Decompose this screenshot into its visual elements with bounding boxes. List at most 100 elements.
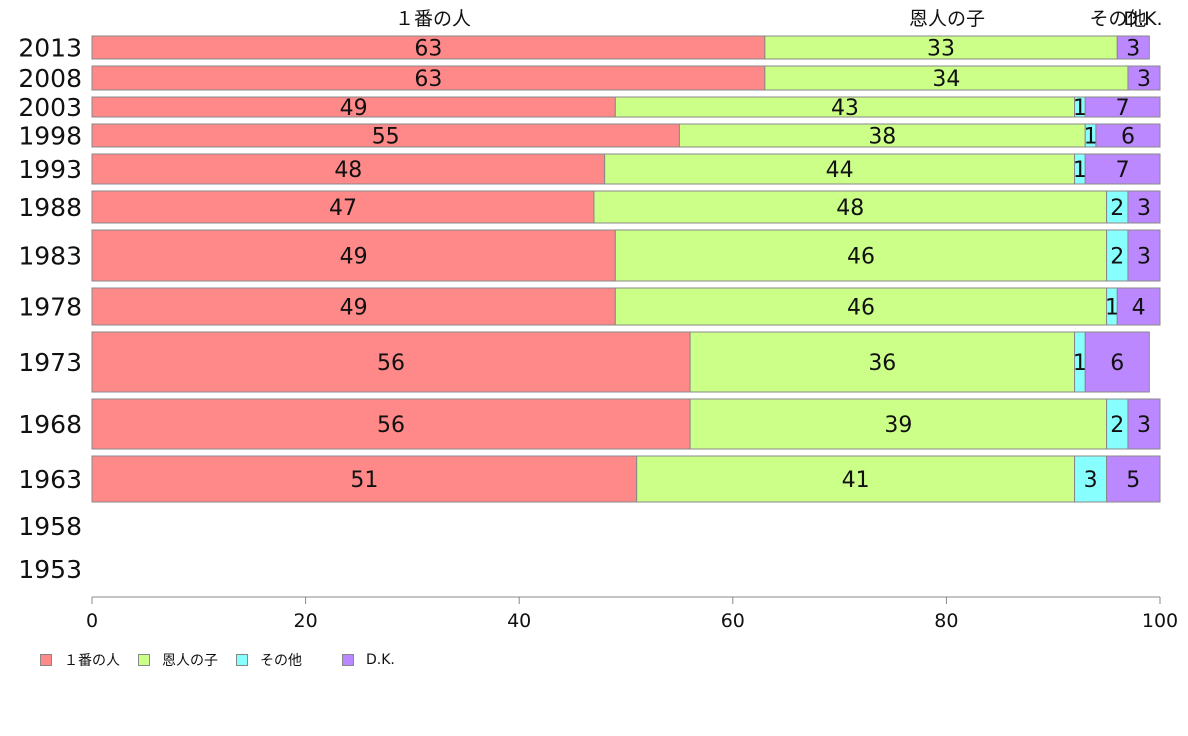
top-label-1: 恩人の子 (909, 8, 985, 30)
bar-label-1988-series-3: 3 (1137, 196, 1151, 221)
legend-label-1: 恩人の子 (162, 653, 218, 669)
bar-label-1978-series-2: 1 (1105, 296, 1119, 321)
bar-1998-series-3 (1095, 123, 1161, 148)
bar-label-2013-series-3: 3 (1126, 37, 1140, 62)
bar-label-2003-series-3: 7 (1116, 96, 1130, 121)
bar-label-1963-series-0: 51 (350, 468, 378, 493)
bar-label-2003-series-2: 1 (1073, 96, 1087, 121)
bar-label-1968-series-0: 56 (377, 413, 405, 438)
bar-2008-series-1 (764, 65, 1129, 91)
x-tick-label-100: 100 (1142, 610, 1178, 632)
bar-label-1968-series-3: 3 (1137, 413, 1151, 438)
top-label-0: １番の人 (395, 8, 471, 30)
bar-label-1988-series-0: 47 (329, 196, 357, 221)
legend-swatch-1 (138, 654, 150, 666)
bar-label-1973-series-3: 6 (1110, 351, 1124, 376)
bar-label-2003-series-0: 49 (340, 96, 368, 121)
bar-label-1963-series-3: 5 (1126, 468, 1140, 493)
bar-label-1993-series-3: 7 (1116, 158, 1130, 183)
bar-label-2013-series-1: 33 (927, 37, 955, 62)
bar-label-2008-series-0: 63 (414, 67, 442, 92)
legend-item-1: 恩人の子 (138, 650, 218, 670)
x-tick-label-80: 80 (934, 610, 958, 632)
x-tick-label-60: 60 (721, 610, 745, 632)
bar-label-1973-series-0: 56 (377, 351, 405, 376)
bar-label-1983-series-0: 49 (340, 245, 368, 270)
bar-label-1978-series-0: 49 (340, 296, 368, 321)
y-label-1978: 1978 (18, 293, 82, 322)
y-label-2013: 2013 (18, 34, 82, 63)
bar-label-1973-series-2: 1 (1073, 351, 1087, 376)
bar-label-1978-series-3: 4 (1132, 296, 1146, 321)
bar-1993-series-3 (1084, 153, 1161, 185)
bar-label-1968-series-1: 39 (884, 413, 912, 438)
bar-label-1978-series-1: 46 (847, 296, 875, 321)
bar-1993-series-0 (91, 153, 606, 185)
y-label-2008: 2008 (18, 64, 82, 93)
y-label-1988: 1988 (18, 193, 82, 222)
legend-label-2: その他 (260, 653, 302, 669)
bar-label-1993-series-0: 48 (334, 158, 362, 183)
bar-label-2008-series-1: 34 (932, 67, 960, 92)
legend-swatch-0 (40, 654, 52, 666)
bar-2008-series-0 (91, 65, 766, 91)
bar-2003-series-3 (1084, 96, 1161, 118)
bar-label-1968-series-2: 2 (1110, 413, 1124, 438)
legend-swatch-3 (342, 654, 354, 666)
y-label-1993: 1993 (18, 155, 82, 184)
bar-label-1998-series-2: 1 (1084, 125, 1098, 150)
bar-label-1983-series-3: 3 (1137, 245, 1151, 270)
y-label-1998: 1998 (18, 122, 82, 151)
bar-1968-series-0 (91, 398, 691, 450)
x-tick-label-0: 0 (86, 610, 98, 632)
bar-1983-series-0 (91, 229, 616, 282)
bar-1968-series-3 (1127, 398, 1161, 450)
bar-label-1993-series-2: 1 (1073, 158, 1087, 183)
bar-1973-series-0 (91, 331, 691, 393)
legend-item-2: その他 (236, 650, 324, 670)
bar-1963-series-2 (1074, 455, 1108, 503)
y-label-1973: 1973 (18, 348, 82, 377)
bar-1973-series-3 (1084, 331, 1150, 393)
legend-label-0: １番の人 (64, 653, 120, 669)
bar-label-1973-series-1: 36 (868, 351, 896, 376)
bar-label-1988-series-1: 48 (836, 196, 864, 221)
bar-1978-series-0 (91, 287, 616, 326)
bar-1988-series-3 (1127, 190, 1161, 224)
bar-1983-series-3 (1127, 229, 1161, 282)
x-tick-label-20: 20 (294, 610, 318, 632)
bar-2013-series-3 (1116, 35, 1150, 60)
y-label-1958: 1958 (18, 512, 82, 541)
top-label-2: その他 (1089, 8, 1146, 30)
bar-1978-series-3 (1116, 287, 1161, 326)
bar-label-1983-series-2: 2 (1110, 245, 1124, 270)
bar-1963-series-3 (1106, 455, 1161, 503)
x-axis: 0 20 40 60 80 100 (86, 596, 1178, 632)
x-tick-label-40: 40 (507, 610, 531, 632)
y-label-2003: 2003 (18, 93, 82, 122)
bar-label-1963-series-2: 3 (1084, 468, 1098, 493)
bar-label-1998-series-3: 6 (1121, 125, 1135, 150)
legend-label-3: D.K. (366, 652, 395, 668)
bar-label-2013-series-0: 63 (414, 37, 442, 62)
bar-2008-series-3 (1127, 65, 1161, 91)
bar-label-2003-series-1: 43 (831, 96, 859, 121)
bar-label-2008-series-3: 3 (1137, 67, 1151, 92)
bar-label-1963-series-1: 41 (842, 468, 870, 493)
bar-1968-series-1 (689, 398, 1108, 450)
bar-1963-series-0 (91, 455, 638, 503)
bar-label-1988-series-2: 2 (1110, 196, 1124, 221)
legend-item-3: D.K. (342, 652, 395, 668)
bar-1983-series-1 (614, 229, 1108, 282)
bar-label-1993-series-1: 44 (826, 158, 854, 183)
legend-item-0: １番の人 (40, 650, 120, 670)
top-label-3: D.K. (1123, 8, 1162, 30)
y-label-1983: 1983 (18, 242, 82, 271)
legend: １番の人 恩人の子 その他 D.K. (40, 650, 413, 670)
y-label-1968: 1968 (18, 410, 82, 439)
bar-label-1983-series-1: 46 (847, 245, 875, 270)
bars-group: 63 33 363 34 349 43 1 755 38 1 648 44 1 747 48 2 349 46 2 3… (91, 35, 1161, 503)
